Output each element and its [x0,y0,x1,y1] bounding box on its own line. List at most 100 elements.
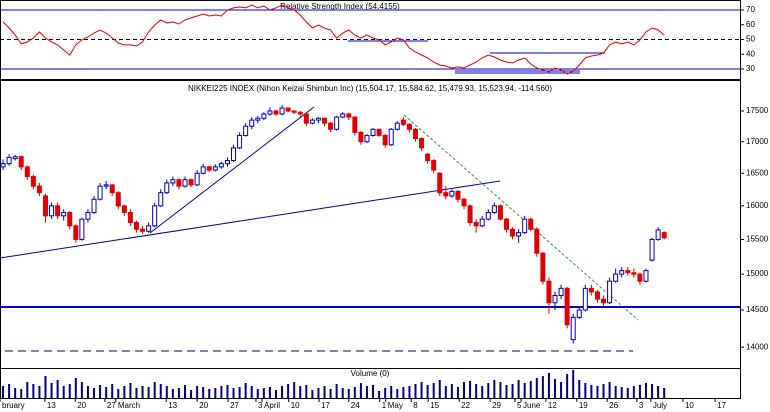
candle-body [267,110,273,115]
volume-bar [99,385,102,398]
candle-body [461,198,467,207]
volume-bar [147,387,150,398]
x-tick-label: 26 [609,401,618,410]
x-tick-label: 10 [291,401,300,410]
candle-body [85,211,91,220]
volume-bar [608,382,611,398]
volume-bar [390,386,393,398]
candle-body [334,116,340,130]
volume-bar [566,374,569,398]
volume-bar [159,384,162,398]
price-title: NIKKEI225 INDEX (Nihon Keizai Shimbun In… [188,84,552,93]
volume-bar [596,386,599,398]
volume-bar [50,383,53,398]
x-tick-label: 8 [413,401,418,410]
candle-body [182,179,188,187]
volume-bar [572,370,575,398]
y-tick-label: 14500 [746,305,769,314]
candle-body [140,228,146,232]
volume-bar [74,378,77,398]
volume-bar [105,387,108,398]
candle-body [346,113,352,118]
candle-body [206,166,212,171]
candle-body [133,222,139,230]
candle-body [30,175,36,187]
candle-body [49,205,55,217]
volume-bar [123,386,126,398]
candle-body [237,134,243,149]
volume-bar [232,388,235,398]
candle-body [619,270,625,275]
x-tick-label: 3 [258,401,263,410]
volume-bar [184,385,186,398]
volume-bar [541,376,544,398]
candle-body [261,113,267,119]
x-tick-label: April [264,401,280,410]
volume-bar [44,376,47,398]
candle-body [613,273,619,282]
volume-bar [511,384,514,398]
x-tick-label: 5 [517,401,522,410]
x-tick-label: 10 [685,401,694,410]
candle-body [534,228,540,254]
candle-body [103,184,109,187]
candle-body [42,195,48,217]
candle-body [601,298,607,304]
candle-body [437,172,443,194]
y-tick-label: 70 [746,5,755,14]
volume-bar [469,381,472,398]
rsi-title: Relative Strength Index (54.4155) [280,2,400,11]
candle-body [218,163,224,168]
candle-body [340,113,346,118]
volume-bar [274,390,277,398]
volume-bar [644,383,647,398]
volume-bar [493,380,496,398]
downtrend-line [403,114,639,321]
volume-bar [444,386,447,398]
volume-bar [487,383,490,398]
candle-body [188,179,194,186]
candle-body [12,156,18,160]
x-tick-label: 20 [77,401,86,410]
volume-bar [396,389,399,398]
volume-bar [335,384,338,398]
candle-body [303,113,309,124]
volume-bar [463,382,466,398]
volume-bar [341,388,344,398]
volume-bar [584,383,587,398]
candle-body [491,205,497,213]
volume-bar [408,386,411,398]
x-tick-label: 3 [639,401,644,410]
y-tick-label: 60 [746,20,755,29]
candle-body [485,211,491,220]
candle-body [637,273,643,282]
volume-bar [299,386,302,398]
volume-bar [632,386,635,398]
volume-bar [626,388,629,398]
y-tick-label: 30 [746,64,755,73]
x-tick-label: July [653,401,667,410]
candle-body [309,119,315,124]
y-tick-label: 17000 [746,137,769,146]
x-tick-label: 12 [548,401,557,410]
volume-bar [578,380,581,398]
volume-bar [432,383,435,398]
volume-title: Volume (0) [351,369,390,378]
y-tick-label: 50 [746,35,755,44]
candle-body [352,116,358,133]
volume-bar [293,382,296,398]
candle-body [164,182,170,194]
volume-bar [347,389,350,398]
x-tick-label: 1 [382,401,387,410]
volume-bar [547,373,550,398]
y-tick-label: 16500 [746,168,769,177]
volume-bar [8,384,11,398]
volume-bar [353,387,356,398]
candle-body [297,111,303,115]
volume-bar [56,380,59,398]
volume-bar [426,385,429,398]
volume-bar [287,384,290,398]
candle-body [91,198,97,213]
x-tick-label: 27 [107,401,116,410]
